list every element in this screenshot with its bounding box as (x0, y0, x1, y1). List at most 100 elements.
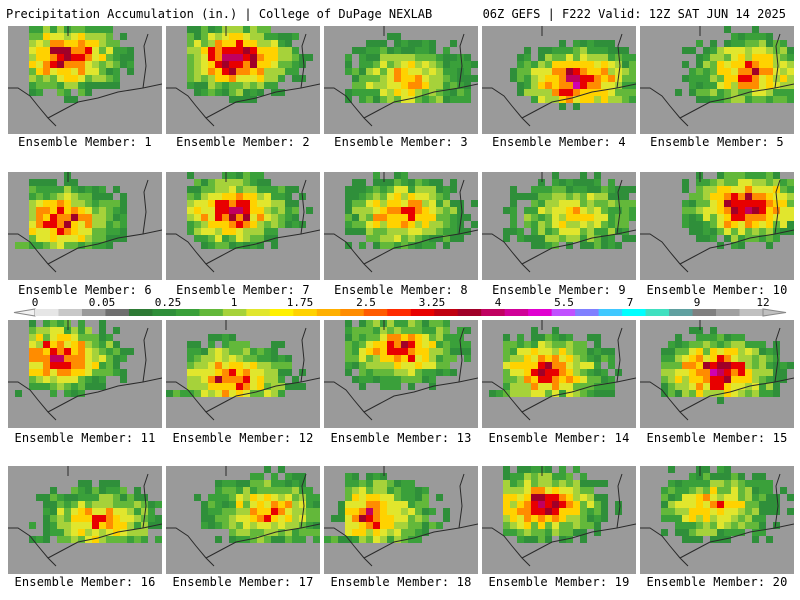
colorbar-bin (739, 309, 764, 316)
colorbar-bin (175, 309, 200, 316)
colorbar-graphic (13, 308, 787, 317)
panel-label: Ensemble Member: 15 (646, 431, 788, 445)
colorbar-bin (387, 309, 412, 316)
state-border-lines (166, 172, 320, 273)
state-border-lines (8, 320, 162, 421)
colorbar-tick-label: 0.05 (88, 296, 116, 309)
colorbar-tick-label: 12 (756, 296, 770, 309)
panel-label: Ensemble Member: 1 (18, 135, 152, 149)
panel-label: Ensemble Member: 11 (14, 431, 156, 445)
state-border-lines (640, 466, 794, 567)
ensemble-map-panel (8, 26, 162, 134)
ensemble-map-panel (166, 320, 320, 428)
ensemble-map-panel (324, 320, 478, 428)
colorbar-tick-label: 4 (494, 296, 502, 309)
precip-field (324, 26, 478, 134)
panel-label: Ensemble Member: 9 (492, 283, 626, 297)
precip-field (640, 466, 794, 574)
precipitation-colorbar: 0 0.05 0.25 1 1.75 2.5 3.25 4 5.5 7 9 12 (0, 296, 800, 320)
panel-label: Ensemble Member: 19 (488, 575, 630, 589)
precip-field (8, 466, 162, 574)
colorbar-bin (622, 309, 647, 316)
panel-label: Ensemble Member: 2 (176, 135, 310, 149)
colorbar-bin (58, 309, 83, 316)
colorbar-tick-label: 0 (31, 296, 39, 309)
precip-field (324, 320, 478, 428)
panel-label: Ensemble Member: 10 (646, 283, 788, 297)
panel-label: Ensemble Member: 8 (334, 283, 468, 297)
precip-field (8, 320, 162, 428)
colorbar-bin (246, 309, 271, 316)
colorbar-min-arrow (13, 308, 36, 317)
precip-field (166, 172, 320, 280)
colorbar-tick-label: 2.5 (356, 296, 376, 309)
state-border-lines (324, 26, 478, 127)
colorbar-bin (316, 309, 341, 316)
colorbar-bin (340, 309, 365, 316)
ensemble-map-panel (482, 320, 636, 428)
state-border-lines (482, 172, 636, 273)
state-border-lines (8, 172, 162, 273)
precip-field (324, 172, 478, 280)
precip-field (166, 320, 320, 428)
panel-label: Ensemble Member: 3 (334, 135, 468, 149)
colorbar-tick-label: 9 (693, 296, 701, 309)
state-border-lines (8, 26, 162, 127)
panel-label: Ensemble Member: 13 (330, 431, 472, 445)
state-border-lines (166, 26, 320, 127)
colorbar-bin (504, 309, 529, 316)
ensemble-map-panel (640, 172, 794, 280)
colorbar-bin (669, 309, 694, 316)
header: Precipitation Accumulation (in.) | Colle… (0, 0, 800, 24)
colorbar-bin (481, 309, 506, 316)
ensemble-map-panel (324, 172, 478, 280)
colorbar-bin (457, 309, 482, 316)
colorbar-bin (293, 309, 318, 316)
colorbar-bin (363, 309, 388, 316)
map-title: Precipitation Accumulation (in.) | Colle… (6, 7, 433, 21)
state-border-lines (640, 320, 794, 421)
precip-field (482, 26, 636, 134)
precip-field (8, 172, 162, 280)
ensemble-map-panel (324, 26, 478, 134)
colorbar-bin (692, 309, 717, 316)
precip-field (482, 172, 636, 280)
ensemble-map-panel (482, 172, 636, 280)
colorbar-bin (35, 309, 59, 316)
colorbar-tick-label: 1 (230, 296, 238, 309)
state-border-lines (324, 466, 478, 567)
panel-label: Ensemble Member: 16 (14, 575, 156, 589)
ensemble-map-panel (166, 26, 320, 134)
ensemble-map-panel (166, 172, 320, 280)
colorbar-bin (222, 309, 247, 316)
state-border-lines (482, 320, 636, 421)
colorbar-bin (528, 309, 553, 316)
ensemble-map-panel (166, 466, 320, 574)
colorbar-bin (575, 309, 600, 316)
precip-field (640, 320, 794, 428)
state-border-lines (324, 172, 478, 273)
precip-field (166, 26, 320, 134)
colorbar-bin (551, 309, 576, 316)
state-border-lines (640, 26, 794, 127)
state-border-lines (482, 26, 636, 127)
state-border-lines (166, 466, 320, 567)
precip-field (640, 172, 794, 280)
panel-label: Ensemble Member: 7 (176, 283, 310, 297)
model-run-info: 06Z GEFS | F222 Valid: 12Z SAT JUN 14 20… (482, 7, 786, 21)
panel-label: Ensemble Member: 20 (646, 575, 788, 589)
ensemble-map-panel (8, 466, 162, 574)
ensemble-map-panel (482, 466, 636, 574)
colorbar-tick-label: 1.75 (286, 296, 314, 309)
colorbar-bin (152, 309, 177, 316)
ensemble-map-panel (324, 466, 478, 574)
panel-label: Ensemble Member: 17 (172, 575, 314, 589)
colorbar-tick-label: 3.25 (418, 296, 446, 309)
state-border-lines (324, 320, 478, 421)
ensemble-map-panel (640, 26, 794, 134)
precip-field (166, 466, 320, 574)
colorbar-bin (645, 309, 670, 316)
ensemble-map-panel (8, 172, 162, 280)
precip-field (8, 26, 162, 134)
ensemble-map-panel (640, 466, 794, 574)
